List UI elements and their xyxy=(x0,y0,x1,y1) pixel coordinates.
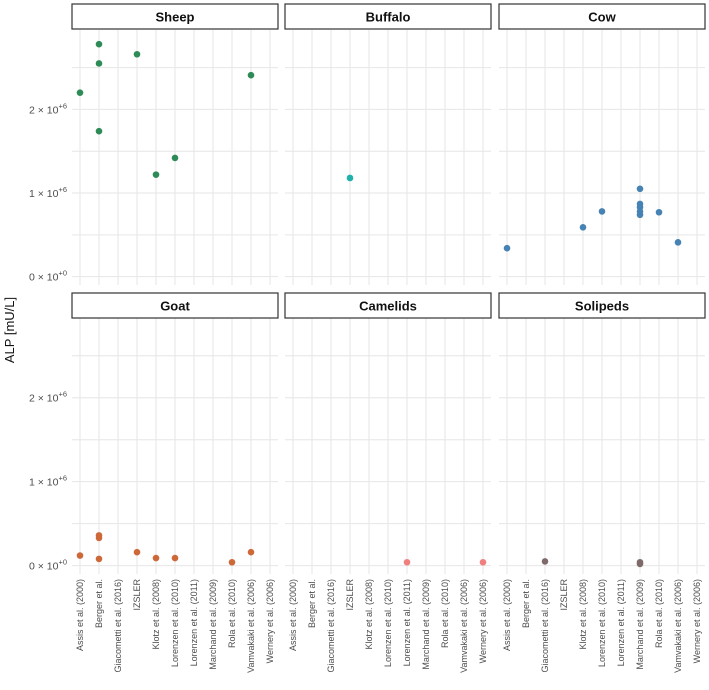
x-tick-label: Assis et al. (2000) xyxy=(288,579,298,651)
x-tick-label: Klotz et al. (2008) xyxy=(364,579,374,650)
x-tick-label: IZSLER xyxy=(559,579,569,611)
data-point xyxy=(655,208,663,216)
data-point xyxy=(95,127,103,135)
panel-goat: Goat 0 × 10+0 1 × 10+6 2 × 10+6 Assis et al.… xyxy=(29,292,279,673)
panel-camelids: Camelids Assis et al. (2000) Berger et al.… xyxy=(284,292,492,673)
facet-title: Cow xyxy=(588,10,616,25)
x-tick-label: Klotz et al. (2008) xyxy=(151,579,161,650)
x-tick-label: Wernery et al. (2006) xyxy=(478,579,488,663)
data-point xyxy=(503,244,511,252)
facet-strip xyxy=(284,3,492,30)
data-point xyxy=(247,548,255,556)
facet-strip xyxy=(284,292,492,319)
x-tick-label: Giacometti et al. (2016) xyxy=(540,579,550,673)
y-tick-label: 0 × 10+0 xyxy=(29,558,67,573)
data-point xyxy=(636,211,644,219)
x-tick-label: Rola et al. (2010) xyxy=(440,579,450,648)
data-point xyxy=(346,174,354,182)
x-tick-label: Marchand et al. (2009) xyxy=(421,579,431,670)
data-point xyxy=(403,558,411,566)
x-tick-label: Lorenzen et al. (2010) xyxy=(170,579,180,667)
y-tick-label: 1 × 10+6 xyxy=(29,474,67,489)
data-point xyxy=(95,555,103,563)
data-point xyxy=(636,185,644,193)
facet-strip xyxy=(71,3,279,30)
data-point xyxy=(133,50,141,58)
x-tick-label: Lorenzen et al. (2010) xyxy=(597,579,607,667)
data-point xyxy=(541,558,549,565)
facet-strip xyxy=(71,292,279,319)
x-tick-label: Lorenzen et al. (2011) xyxy=(189,579,199,666)
panel-sheep: Sheep 0 × 10+0 1 × 10+6 2 × 10+6 xyxy=(29,3,279,285)
data-point xyxy=(228,558,236,566)
data-point xyxy=(152,171,160,178)
x-tick-label: IZSLER xyxy=(132,579,142,611)
x-tick-label: Lorenzen et al. (2011) xyxy=(616,579,626,666)
x-tick-label: Vamvakaki et al. (2006) xyxy=(673,579,683,673)
data-point xyxy=(598,208,606,215)
x-tick-label: Assis et al. (2000) xyxy=(502,579,512,651)
data-point xyxy=(95,534,103,542)
x-tick-label: Vamvakaki et al. (2006) xyxy=(459,579,469,673)
y-tick-label: 0 × 10+0 xyxy=(29,269,67,284)
x-tick-label: Rola et al. (2010) xyxy=(654,579,664,648)
x-tick-label: Lorenzen et al. (2010) xyxy=(383,579,393,667)
y-tick-label: 1 × 10+6 xyxy=(29,185,67,200)
x-tick-label: Lorenzen et al. (2011) xyxy=(402,579,412,666)
x-tick-label: Wernery et al. (2006) xyxy=(265,579,275,663)
panel-solipeds: Solipeds Assis et al. (2000) Berger et al.… xyxy=(498,292,706,673)
data-point xyxy=(247,71,255,79)
y-tick-label: 2 × 10+6 xyxy=(29,101,67,116)
x-tick-label: Berger et al. xyxy=(94,579,104,628)
x-tick-label: Giacometti et al. (2016) xyxy=(326,579,336,673)
facet-strip xyxy=(498,3,706,30)
data-point xyxy=(636,560,644,568)
facet-title: Goat xyxy=(160,299,190,314)
x-tick-label: Giacometti et al. (2016) xyxy=(113,579,123,673)
data-point xyxy=(95,40,103,48)
facet-title: Sheep xyxy=(155,10,194,25)
x-tick-label: Wernery et al. (2006) xyxy=(692,579,702,663)
x-tick-label: Vamvakaki et al. (2006) xyxy=(246,579,256,673)
x-tick-label: Assis et al. (2000) xyxy=(75,579,85,651)
data-point xyxy=(76,89,84,97)
data-point xyxy=(95,60,103,67)
x-tick-label: IZSLER xyxy=(345,579,355,611)
x-tick-label: Berger et al. xyxy=(307,579,317,628)
data-point xyxy=(152,554,160,562)
facet-strip xyxy=(498,292,706,319)
data-point xyxy=(133,548,141,556)
data-point xyxy=(579,224,587,231)
facet-title: Buffalo xyxy=(366,10,411,25)
x-tick-label: Berger et al. xyxy=(521,579,531,628)
data-point xyxy=(171,154,179,162)
data-point xyxy=(674,239,682,246)
data-point xyxy=(171,554,179,562)
x-tick-label: Marchand et al. (2009) xyxy=(208,579,218,670)
facet-title: Camelids xyxy=(359,299,417,314)
panel-cow: Cow xyxy=(498,3,706,285)
x-tick-label: Klotz et al. (2008) xyxy=(578,579,588,650)
x-tick-label: Rola et al. (2010) xyxy=(227,579,237,648)
data-point xyxy=(479,558,487,566)
x-tick-label: Marchand et al. (2009) xyxy=(635,579,645,670)
data-point xyxy=(76,552,84,559)
y-tick-label: 2 × 10+6 xyxy=(29,390,67,405)
facet-title: Solipeds xyxy=(575,299,629,314)
panel-buffalo: Buffalo xyxy=(284,3,492,285)
y-axis-label: ALP [mU/L] xyxy=(2,297,17,363)
